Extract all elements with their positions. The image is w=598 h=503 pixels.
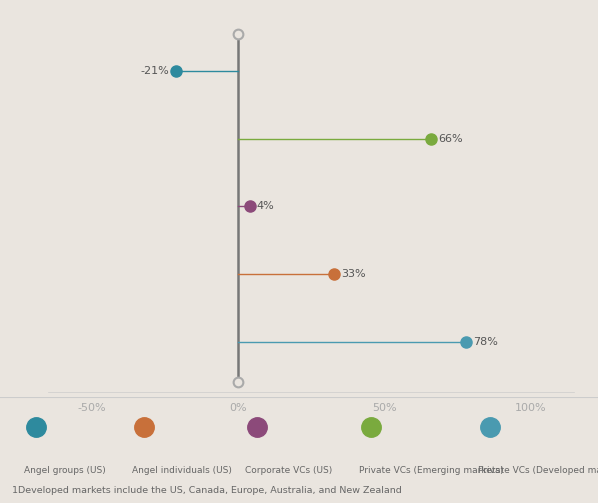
- Text: 66%: 66%: [438, 134, 463, 143]
- Text: 4%: 4%: [257, 201, 274, 211]
- Text: 1Developed markets include the US, Canada, Europe, Australia, and New Zealand: 1Developed markets include the US, Canad…: [12, 485, 402, 494]
- Text: Private VCs (Emerging markets): Private VCs (Emerging markets): [359, 466, 504, 475]
- Text: Corporate VCs (US): Corporate VCs (US): [245, 466, 332, 475]
- Text: Private VCs (Developed markets): Private VCs (Developed markets): [478, 466, 598, 475]
- Text: -21%: -21%: [141, 66, 169, 76]
- Text: 78%: 78%: [473, 337, 498, 347]
- Text: 33%: 33%: [341, 269, 367, 279]
- Text: Angel individuals (US): Angel individuals (US): [132, 466, 231, 475]
- Text: Angel groups (US): Angel groups (US): [24, 466, 106, 475]
